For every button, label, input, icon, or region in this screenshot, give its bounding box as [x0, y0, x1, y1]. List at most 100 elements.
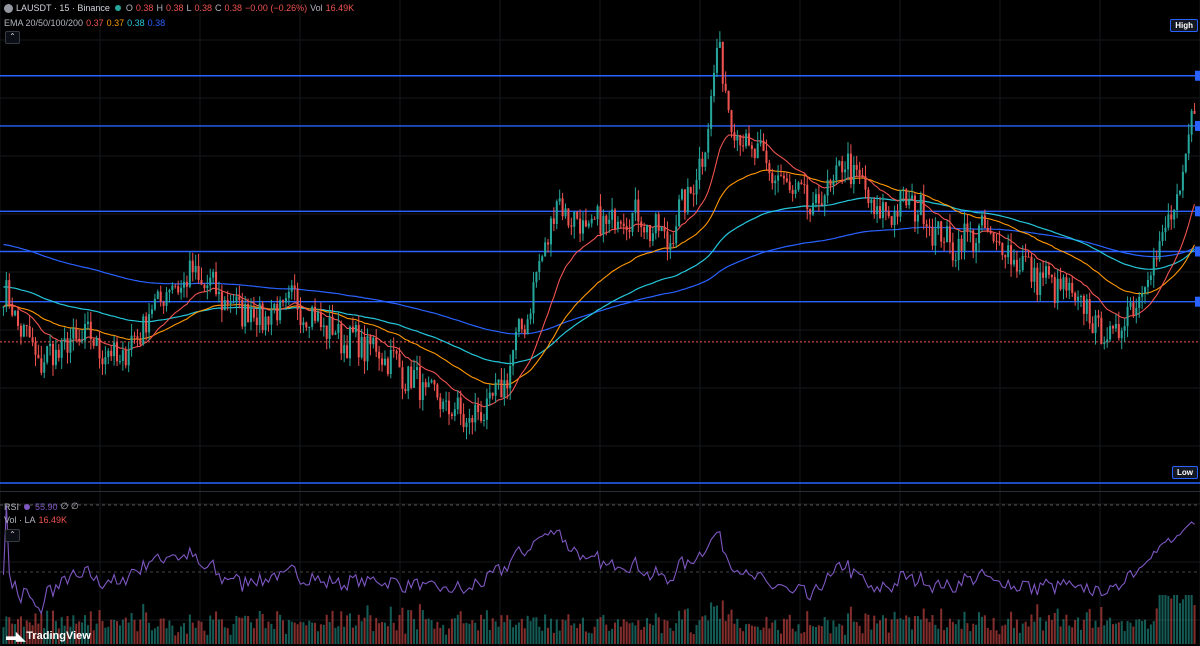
candle-body: [427, 382, 430, 388]
candle-body: [579, 218, 582, 234]
volume-bar: [919, 619, 922, 644]
volume-bar: [113, 619, 116, 644]
candle-body: [491, 392, 494, 396]
volume-bar: [672, 630, 675, 644]
candle-body: [331, 316, 334, 335]
candle-body: [1065, 277, 1068, 291]
symbol-icon: [4, 3, 13, 13]
candle-body: [366, 336, 369, 362]
volume-bar: [488, 630, 491, 644]
candle-body: [742, 145, 745, 147]
tradingview-logo[interactable]: ▬◣ TradingView: [6, 629, 91, 643]
candle-body: [1181, 171, 1184, 191]
candle-body: [439, 397, 442, 410]
candle-body: [908, 198, 911, 206]
candle-body: [241, 299, 244, 327]
candle-body: [683, 189, 686, 213]
volume-bar: [468, 623, 471, 644]
ema-legend[interactable]: EMA 20/50/100/200 0.37 0.37 0.38 0.38: [4, 18, 165, 28]
candle-body: [188, 260, 191, 287]
volume-bar: [983, 615, 986, 644]
volume-bar: [692, 634, 695, 644]
candle-body: [1010, 245, 1013, 265]
volume-bar: [826, 620, 829, 644]
volume-bar: [707, 620, 710, 644]
candle-body: [1152, 258, 1155, 276]
volume-bar: [1036, 604, 1039, 644]
volume-bar: [19, 616, 22, 644]
candle-body: [509, 365, 512, 389]
candle-body: [517, 319, 520, 332]
candle-body: [482, 419, 485, 421]
candle-body: [31, 337, 34, 343]
volume-bar: [145, 612, 148, 644]
volume-bar: [343, 626, 346, 644]
volume-bar: [1100, 606, 1103, 644]
candle-body: [549, 218, 552, 245]
candle-body: [567, 208, 570, 226]
candle-body: [127, 349, 130, 366]
volume-bar: [238, 617, 241, 644]
volume-bar: [81, 622, 84, 644]
volume-bar: [127, 622, 130, 644]
volume-bar: [616, 619, 619, 644]
volume-bar: [631, 622, 634, 644]
volume-bar: [497, 626, 500, 644]
candle-body: [121, 350, 124, 362]
level-handle: [1195, 70, 1200, 81]
candle-body: [81, 340, 84, 342]
volume-bar: [713, 606, 716, 644]
volume-bar: [622, 619, 625, 644]
rsi-legend[interactable]: RSI 55.90 ∅ ∅: [4, 501, 79, 512]
volume-bar: [395, 630, 398, 644]
volume-bar: [742, 631, 745, 644]
candle-body: [651, 233, 654, 242]
candle-body: [226, 300, 229, 305]
volume-bar: [698, 620, 701, 644]
volume-bar: [328, 622, 331, 644]
ema-label: EMA 20/50/100/200: [4, 18, 84, 28]
volume-bar: [1047, 615, 1050, 644]
volume-bar: [223, 627, 226, 644]
candle-body: [718, 41, 721, 48]
candle-body: [442, 401, 445, 410]
volume-bar: [972, 623, 975, 644]
volume-bar: [1173, 595, 1176, 644]
candle-body: [86, 321, 89, 325]
volume-bar: [49, 633, 52, 644]
volume-bar: [46, 610, 49, 644]
candle-body: [1173, 209, 1176, 220]
rsi-color-icon: [24, 503, 31, 510]
candle-body: [753, 149, 756, 159]
volume-bar: [124, 617, 127, 644]
candle-body: [695, 179, 698, 195]
volume-bar: [107, 626, 110, 644]
collapse-legend-button[interactable]: ⌃: [5, 31, 20, 44]
volume-bar: [782, 618, 785, 644]
volume-bar: [1042, 630, 1045, 644]
volume-bar: [1033, 621, 1036, 644]
candle-body: [180, 287, 183, 293]
candle-body: [873, 199, 876, 215]
volume-bar: [701, 616, 704, 644]
volume-legend[interactable]: Vol · LA 16.49K: [4, 515, 67, 525]
volume-bar: [986, 627, 989, 644]
symbol-legend[interactable]: LAUSDT · 15 · Binance O 0.38 H 0.38 L 0.38 …: [4, 3, 354, 13]
candle-body: [381, 358, 384, 365]
candle-body: [794, 189, 797, 194]
candle-body: [940, 221, 943, 242]
volume-bar: [969, 631, 972, 644]
collapse-pane-button[interactable]: ⌃: [5, 529, 20, 542]
candle-body: [506, 380, 509, 389]
volume-bar: [1074, 619, 1077, 644]
volume-bar: [459, 611, 462, 644]
volume-bar: [1181, 599, 1184, 644]
candle-body: [104, 357, 107, 365]
volume-bar: [995, 630, 998, 644]
candle-body: [710, 96, 713, 129]
candle-body: [107, 350, 110, 358]
volume-indicator-value: 16.49K: [38, 515, 68, 525]
candle-body: [957, 238, 960, 261]
volume-value: 16.49K: [325, 3, 355, 13]
